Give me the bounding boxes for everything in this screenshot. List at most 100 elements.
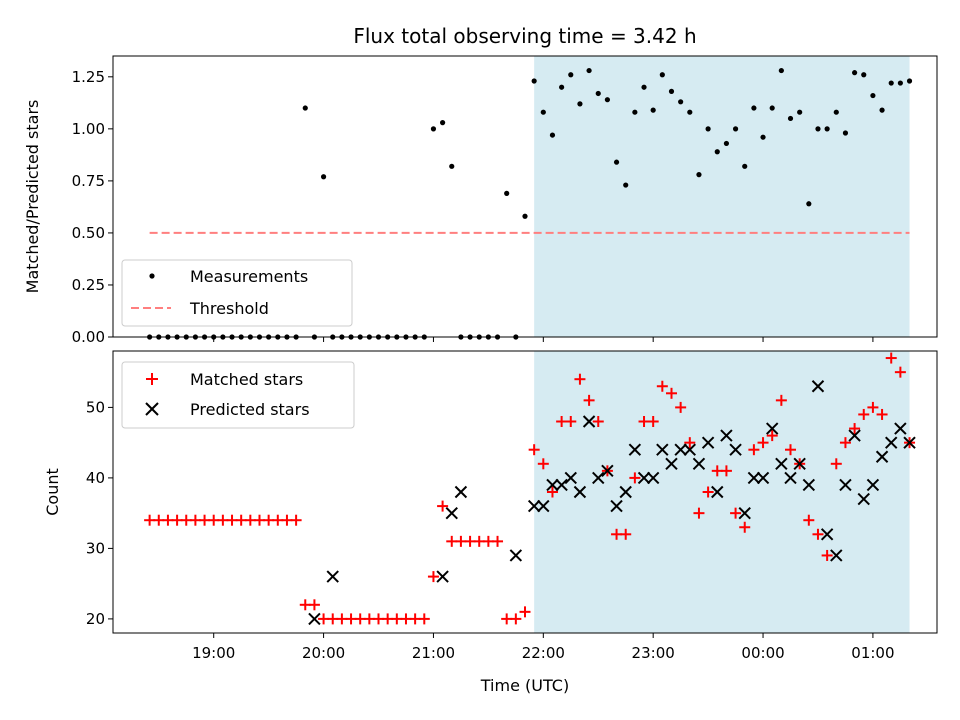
matched-star-point: [812, 528, 824, 540]
measurement-point: [760, 134, 766, 140]
measurement-point: [320, 174, 327, 180]
bottom-y-ticks: 20 30 40 50: [86, 398, 113, 628]
measurement-point: [604, 97, 611, 103]
matched-stars-points: [144, 352, 916, 625]
matched-star-point: [492, 535, 504, 547]
predicted-star-point: [811, 380, 825, 393]
y-tick-label: 30: [86, 539, 105, 557]
matched-star-point: [574, 373, 586, 385]
matched-star-point: [702, 486, 714, 498]
predicted-star-point: [720, 429, 733, 442]
chart-title: Flux total observing time = 3.42 h: [353, 24, 696, 48]
observing-window-shade: [534, 56, 910, 337]
predicted-star-point: [683, 443, 697, 456]
predicted-star-point: [894, 422, 907, 435]
measurement-point: [687, 109, 693, 115]
predicted-stars-points: [308, 380, 916, 626]
y-tick-label: 0.75: [72, 172, 105, 190]
measurement-point: [522, 213, 528, 219]
predicted-star-point: [747, 471, 761, 485]
measurement-point: [632, 109, 638, 115]
matched-star-point: [427, 571, 439, 583]
legend-matched-marker: [146, 373, 158, 385]
predicted-star-point: [656, 443, 669, 456]
matched-star-point: [821, 549, 833, 561]
predicted-star-point: [637, 471, 651, 485]
matched-star-point: [308, 599, 320, 611]
matched-star-point: [546, 486, 558, 498]
predicted-star-point: [885, 436, 898, 449]
measurement-point: [586, 67, 592, 74]
measurement-point: [449, 163, 455, 169]
legend-threshold-label: Threshold: [189, 299, 269, 318]
predicted-star-point: [839, 478, 852, 492]
matched-star-point: [519, 606, 531, 618]
legend-predicted-marker: [145, 402, 159, 416]
predicted-star-point: [619, 485, 632, 499]
measurement-point: [504, 190, 510, 196]
top-legend-box: [121, 259, 353, 327]
measurement-point: [568, 72, 574, 78]
measurement-point: [705, 126, 711, 132]
predicted-star-point: [537, 499, 550, 513]
predicted-star-point: [527, 499, 541, 513]
matched-star-point: [418, 613, 430, 625]
measurement-point: [577, 101, 583, 107]
matched-star-point: [894, 366, 906, 378]
bottom-axes-frame: [112, 350, 938, 634]
bottom-legend-box: [121, 361, 355, 429]
measurement-point: [861, 72, 867, 78]
measurement-point: [797, 109, 803, 115]
predicted-star-point: [601, 464, 614, 478]
measurement-point: [842, 130, 849, 136]
matched-star-point: [565, 416, 577, 427]
bottom-x-ticks: 19:00 20:00 21:00 22:00 23:00 00:00 01:00: [192, 633, 895, 662]
x-tick-label: 21:00: [412, 644, 455, 662]
predicted-star-point: [509, 549, 523, 562]
predicted-star-point: [555, 478, 568, 492]
matched-star-point: [839, 437, 851, 449]
predicted-star-point: [445, 506, 458, 520]
predicted-star-point: [665, 457, 678, 471]
measurement-point: [870, 92, 876, 99]
bottom-legend: Matched stars Predicted stars: [121, 361, 355, 429]
matched-star-point: [528, 444, 540, 456]
predicted-star-point: [610, 499, 623, 513]
y-tick-label: 50: [86, 398, 105, 416]
matched-star-point: [510, 613, 522, 625]
matched-star-point: [858, 408, 870, 420]
matched-star-point: [785, 444, 797, 456]
top-x-ticks: [213, 337, 874, 342]
matched-star-point: [885, 352, 897, 364]
x-tick-label: 19:00: [192, 644, 235, 662]
top-y-axis-label: Matched/Predicted stars: [23, 100, 42, 294]
predicted-star-point: [775, 457, 788, 471]
matched-star-point: [867, 401, 879, 413]
measurement-point: [879, 107, 885, 113]
matched-star-point: [290, 514, 302, 526]
matched-star-point: [830, 458, 842, 470]
predicted-star-point: [738, 506, 751, 520]
measurement-point: [888, 80, 894, 86]
matched-star-point: [684, 437, 696, 449]
y-tick-label: 1.25: [72, 68, 105, 86]
predicted-star-point: [573, 485, 587, 499]
matched-star-point: [757, 437, 769, 449]
matched-star-point: [803, 514, 815, 526]
predicted-star-point: [582, 415, 596, 428]
measurement-point: [540, 109, 546, 115]
predicted-star-point: [711, 485, 724, 499]
measurement-point: [852, 70, 858, 76]
y-tick-label: 40: [86, 469, 105, 487]
legend-measurements-label: Measurements: [190, 267, 308, 286]
legend-predicted-label: Predicted stars: [190, 400, 310, 419]
measurement-point: [659, 72, 665, 78]
y-tick-label: 0.25: [72, 276, 105, 294]
measurement-point: [650, 107, 656, 113]
bottom-panel: 20 30 40 50 19:00 20:00 21:00 22:00 23:00 00:00 0…: [43, 350, 938, 695]
measurement-point: [595, 90, 601, 97]
predicted-star-point: [454, 485, 468, 499]
top-legend: Measurements Threshold: [121, 259, 353, 327]
measurement-point: [531, 78, 537, 84]
